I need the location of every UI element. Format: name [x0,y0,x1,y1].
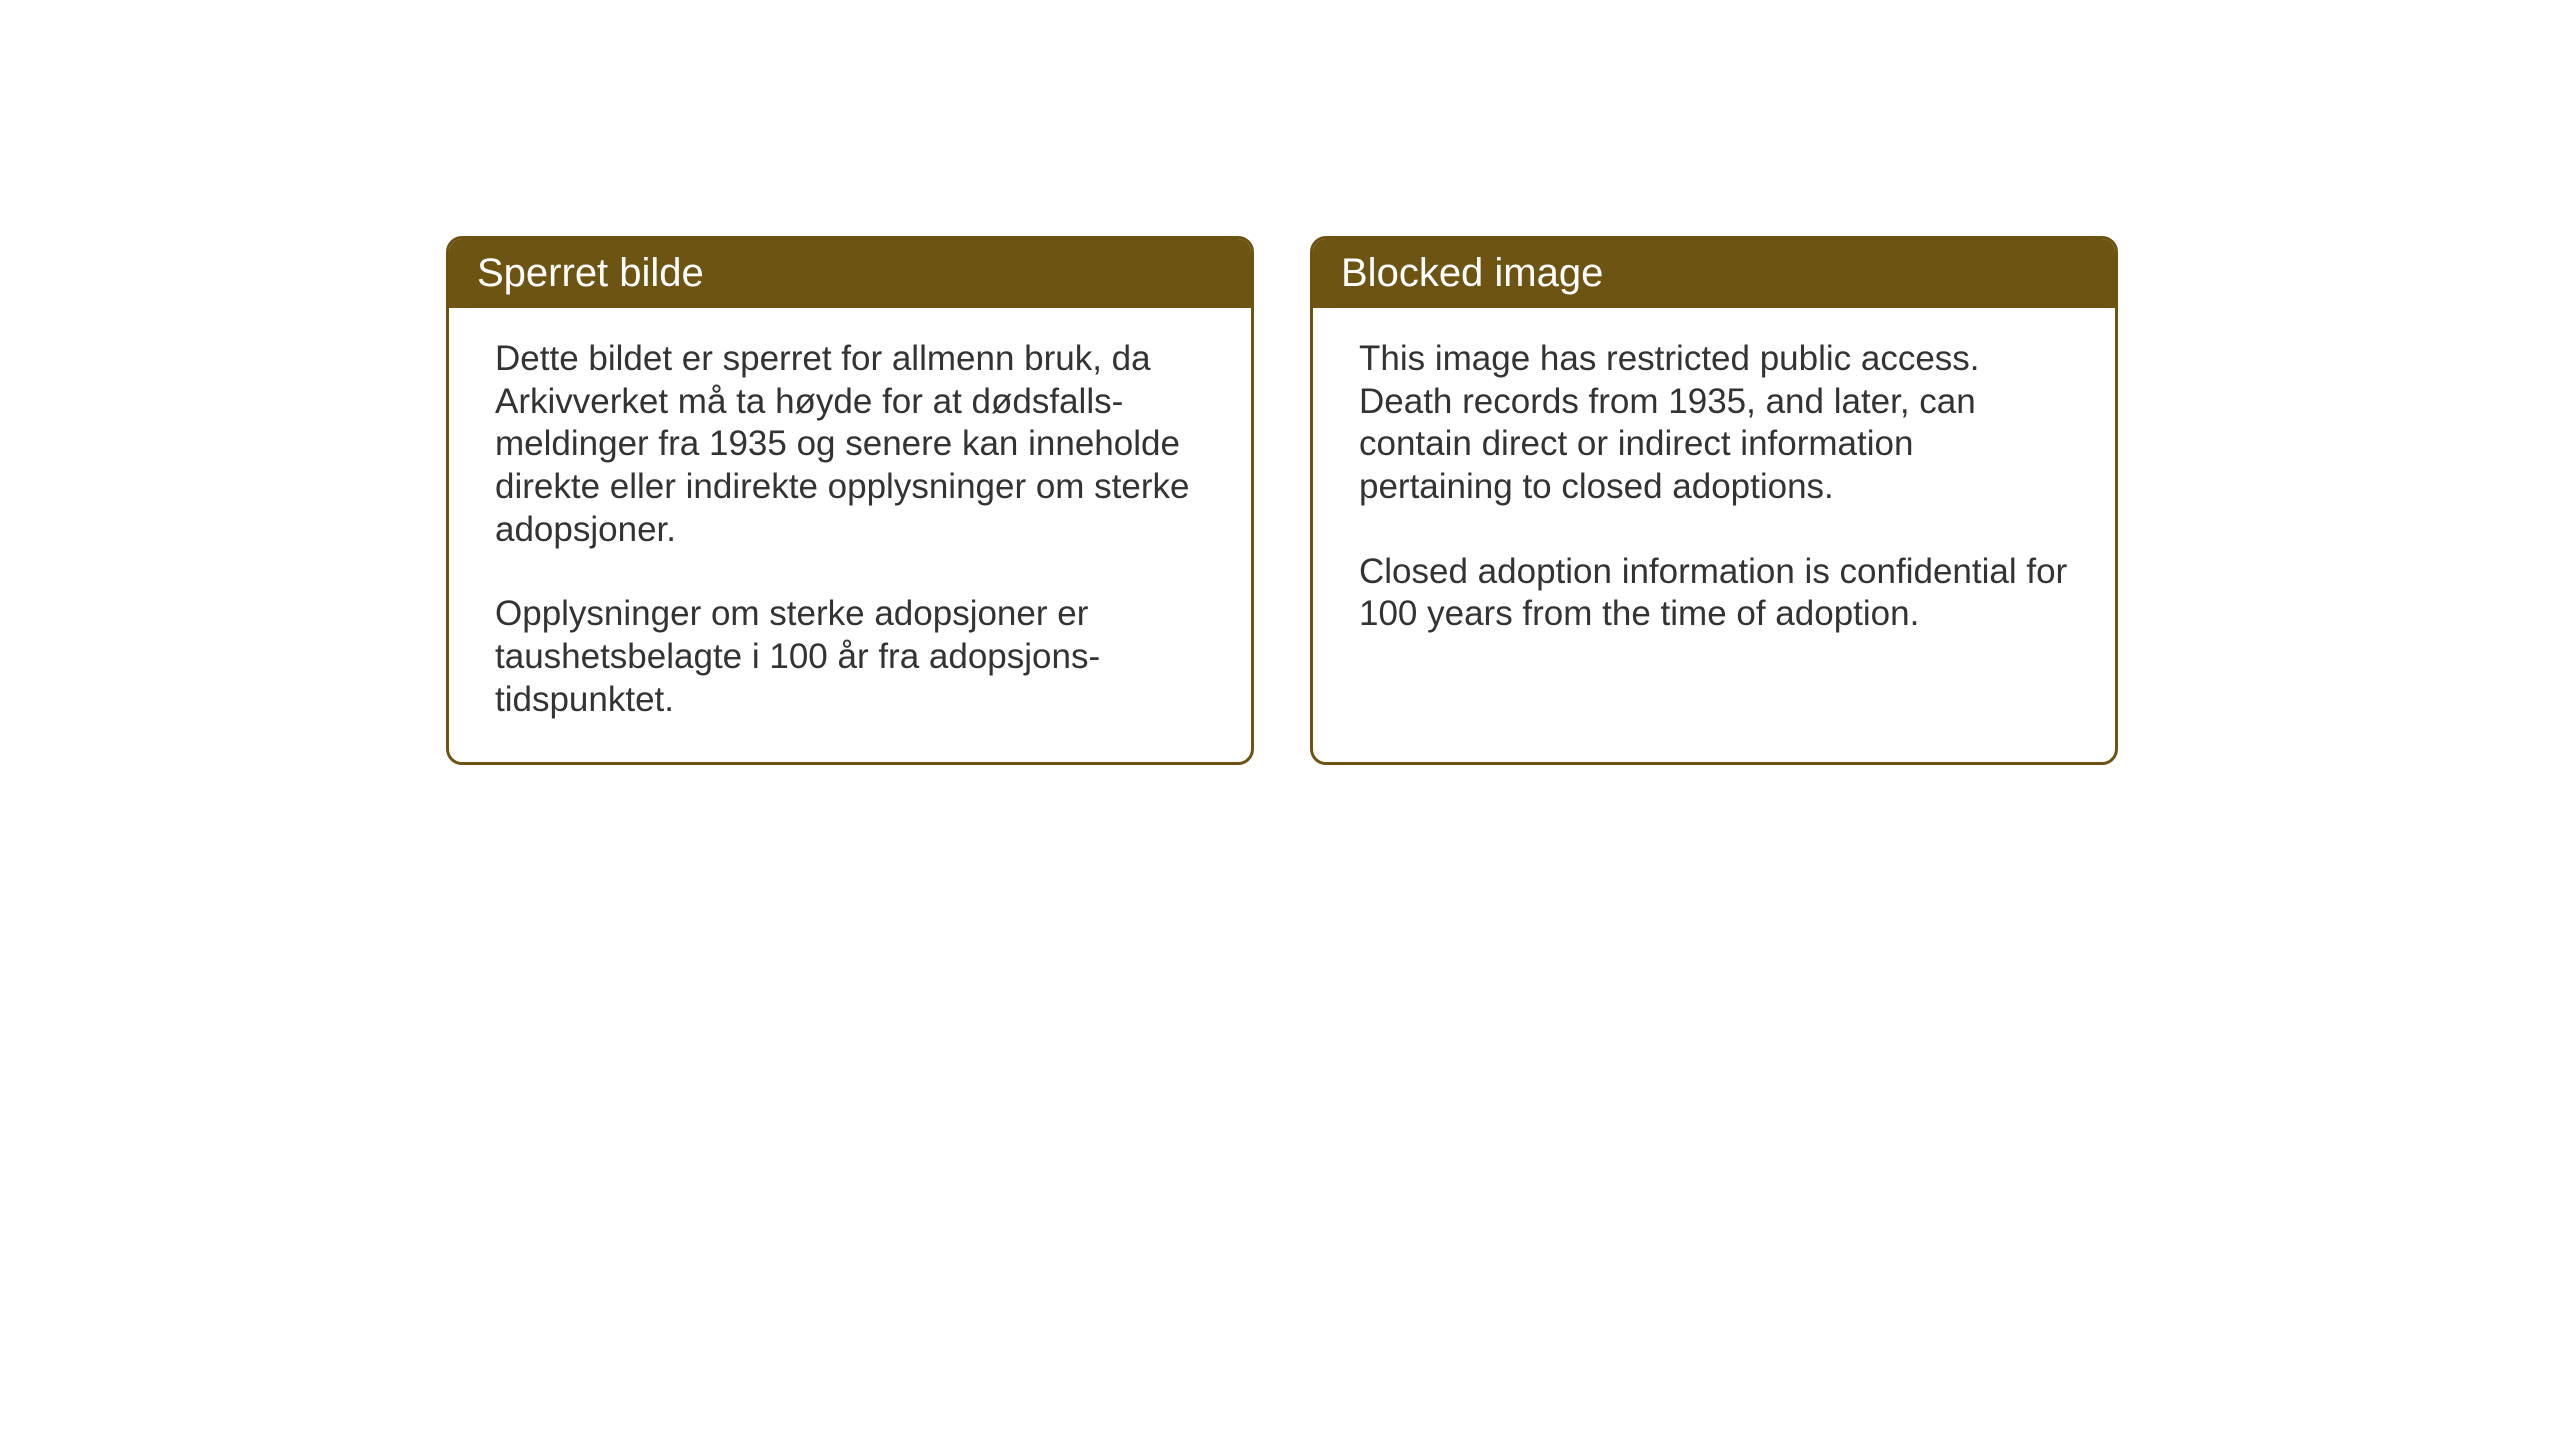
notice-card-english: Blocked image This image has restricted … [1310,236,2118,765]
notice-header-norwegian: Sperret bilde [449,239,1251,308]
notice-container: Sperret bilde Dette bildet er sperret fo… [446,236,2118,765]
notice-body-english: This image has restricted public access.… [1313,308,2115,676]
notice-title-english: Blocked image [1341,251,1603,295]
notice-title-norwegian: Sperret bilde [477,251,704,295]
notice-card-norwegian: Sperret bilde Dette bildet er sperret fo… [446,236,1254,765]
notice-body-norwegian: Dette bildet er sperret for allmenn bruk… [449,308,1251,762]
notice-paragraph-2-english: Closed adoption information is confident… [1359,551,2069,636]
notice-paragraph-1-english: This image has restricted public access.… [1359,338,2069,509]
notice-paragraph-1-norwegian: Dette bildet er sperret for allmenn bruk… [495,338,1205,551]
notice-paragraph-2-norwegian: Opplysninger om sterke adopsjoner er tau… [495,593,1205,721]
notice-header-english: Blocked image [1313,239,2115,308]
